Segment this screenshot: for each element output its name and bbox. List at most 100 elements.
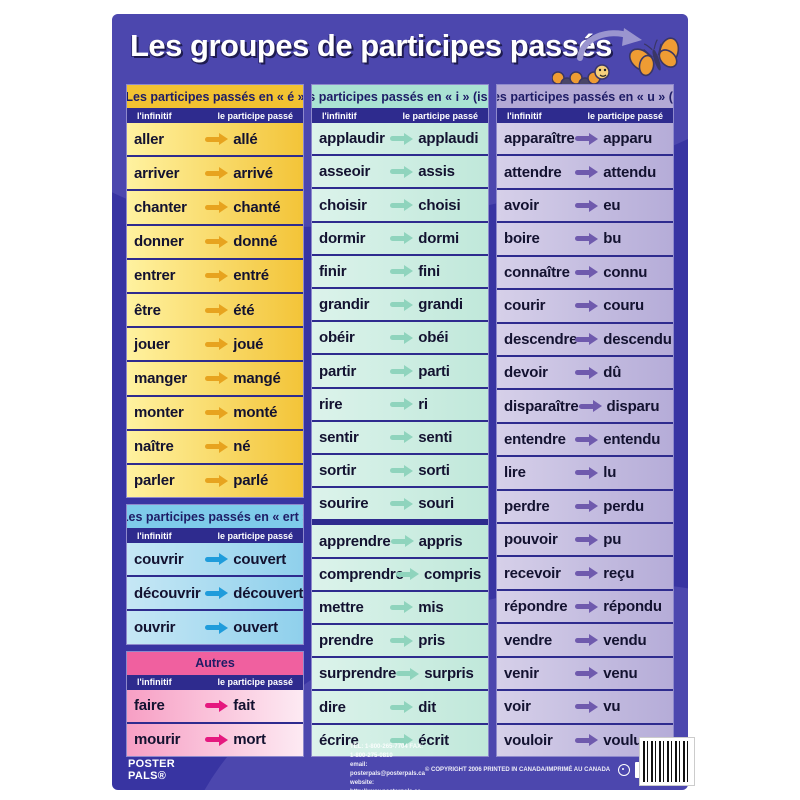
verb-row: entendre entendu [497, 421, 673, 456]
poster-pals-brand: POSTER PALS® [128, 758, 176, 782]
infinitive: finir [319, 262, 347, 280]
arrow-icon [575, 667, 599, 680]
participle: fini [418, 262, 440, 280]
verb-row: boire bu [497, 221, 673, 255]
verb-rows: apparaître apparu attendre attendu avoir eu bo… [497, 123, 673, 757]
verb-row: donner donné [127, 223, 303, 258]
arrow-icon [390, 398, 414, 411]
arrow-icon [575, 333, 599, 346]
arrow-icon [205, 201, 229, 214]
infinitive: apprendre [319, 532, 391, 550]
verb-row: venir venu [497, 655, 673, 690]
infinitive: dormir [319, 229, 366, 247]
infinitive: parler [134, 472, 175, 490]
participle: obéi [418, 329, 449, 347]
participle: appris [418, 532, 463, 550]
participle: mort [233, 731, 266, 749]
verb-row: jouer joué [127, 326, 303, 361]
arrow-icon [205, 699, 229, 712]
verb-row: vendre vendu [497, 622, 673, 656]
infinitive: rire [319, 395, 343, 413]
arrow-icon [575, 166, 599, 179]
participle: grandi [418, 296, 463, 314]
verb-row: être été [127, 291, 303, 327]
infinitive: aller [134, 130, 164, 148]
participle: arrivé [233, 164, 273, 182]
verb-row: asseoir assis [312, 154, 488, 188]
arrow-icon [575, 600, 599, 613]
metamorphosis-graphic [552, 28, 680, 91]
participle: pu [603, 531, 622, 549]
infinitive: venir [504, 664, 539, 682]
infinitive: attendre [504, 163, 562, 181]
infinitive: devoir [504, 364, 548, 382]
participle: reçu [603, 564, 635, 582]
verb-row: descendre descendu [497, 321, 673, 355]
infinitive: découvrir [134, 584, 201, 602]
infinitive-label: l'infinitif [137, 110, 172, 121]
arrow-icon [575, 132, 599, 145]
infinitive: sentir [319, 428, 359, 446]
verb-row: pouvoir pu [497, 522, 673, 556]
verb-row: mettre mis [312, 589, 488, 624]
verb-row: lire lu [497, 455, 673, 489]
infinitive: voir [504, 698, 531, 716]
participle: monté [233, 404, 278, 422]
verb-row: découvrir découvert [127, 575, 303, 610]
infinitive: naître [134, 438, 174, 456]
verb-rows: couvrir couvert découvrir découvert ouvrir ou… [127, 543, 303, 644]
metamorphosis-arrow-icon [577, 28, 642, 61]
section-title: Les participes passés en « é » [127, 85, 303, 108]
arrow-icon [390, 265, 414, 278]
infinitive: faire [134, 697, 165, 715]
column-e-group: Les participes passés en « é » l'infiniti… [126, 84, 304, 757]
arrow-icon [390, 431, 414, 444]
arrow-icon [205, 733, 229, 746]
verb-row: mourir mort [127, 721, 303, 756]
section-blue: Les participes passés en « ert » l'infini… [126, 504, 304, 645]
arrow-icon [205, 553, 229, 566]
participle: parlé [233, 472, 269, 490]
section-yellow: Les participes passés en « é » l'infiniti… [126, 84, 304, 499]
participle: bu [603, 230, 622, 248]
arrow-icon [390, 232, 414, 245]
verb-row: voir vu [497, 689, 673, 723]
arrow-icon [390, 132, 414, 145]
arrow-icon [575, 433, 599, 446]
verb-row: comprendre compris [312, 556, 488, 590]
participle-label: le participe passé [217, 677, 293, 688]
participle: joué [233, 335, 264, 353]
verb-row: avoir eu [497, 187, 673, 222]
arrow-icon [390, 634, 414, 647]
verb-row: faire fait [127, 689, 303, 722]
participle: souri [418, 495, 454, 513]
infinitive: surprendre [319, 665, 397, 683]
arrow-icon [390, 701, 414, 714]
participle: compris [424, 565, 481, 583]
infinitive: apparaître [504, 130, 575, 148]
participle: ri [418, 395, 428, 413]
copyright-text: © COPYRIGHT 2006 PRINTED IN CANADA/IMPRI… [424, 767, 611, 773]
verb-row: perdre perdu [497, 488, 673, 523]
verb-row: choisir choisi [312, 187, 488, 221]
infinitive: répondre [504, 598, 568, 616]
verb-row: prendre pris [312, 623, 488, 657]
infinitive: mourir [134, 731, 181, 749]
arrow-icon [575, 299, 599, 312]
column-labels: l'infinitif le participe passé [497, 108, 673, 123]
verb-row: sentir senti [312, 419, 488, 454]
participle: entendu [603, 431, 661, 448]
verb-row: surprendre surpris [312, 656, 488, 690]
column-u-group: Les participes passés en « u » (û)l'infi… [496, 84, 674, 757]
participle: attendu [603, 163, 657, 181]
arrow-icon [390, 535, 414, 548]
arrow-icon [575, 500, 599, 513]
verb-row: naître né [127, 428, 303, 463]
participle: entré [233, 267, 269, 285]
infinitive: recevoir [504, 564, 561, 582]
participle: allé [233, 130, 258, 148]
verb-row: partir parti [312, 353, 488, 387]
participle-label: le participe passé [402, 110, 478, 121]
arrow-icon [575, 466, 599, 479]
email-line: email: posterpals@posterpals.ca website:… [350, 762, 425, 790]
